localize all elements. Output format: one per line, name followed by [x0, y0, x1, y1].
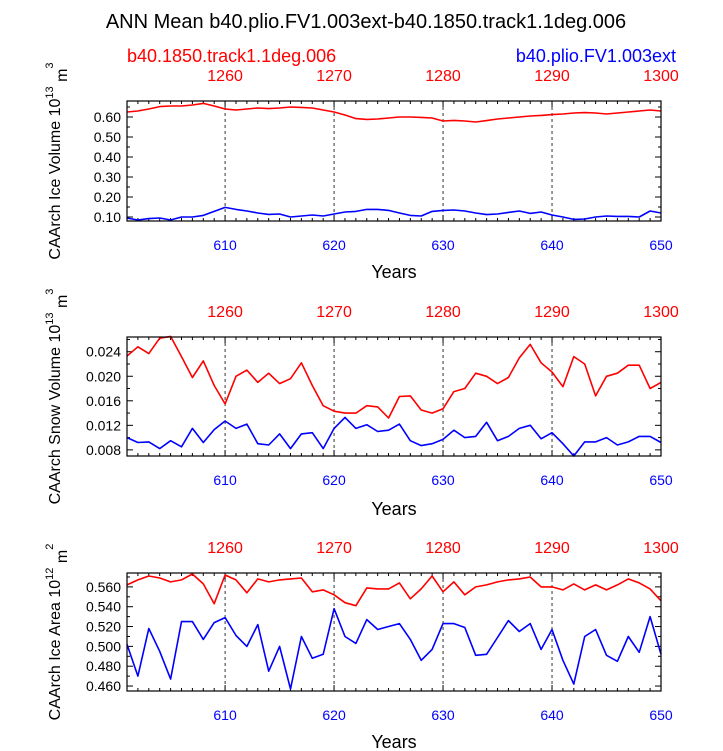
- y-tick-label: 0.520: [86, 619, 121, 635]
- y-tick-label: 0.40: [94, 149, 121, 165]
- main-title: ANN Mean b40.plio.FV1.003ext-b40.1850.tr…: [106, 11, 626, 33]
- x-tick-label-bottom: 610: [213, 472, 237, 488]
- series-line-blue: [126, 607, 662, 690]
- x-tick-label-bottom: 610: [213, 707, 237, 723]
- y-tick-label: 0.480: [86, 658, 121, 674]
- x-tick-label-top: 1280: [425, 540, 461, 557]
- plot-frame: [126, 336, 662, 457]
- x-tick-label-bottom: 640: [540, 472, 564, 488]
- y-tick-label: 0.60: [94, 109, 121, 125]
- x-tick-label-bottom: 630: [431, 237, 455, 253]
- y-tick-label: 0.016: [86, 393, 121, 409]
- x-tick-label-top: 1290: [534, 304, 570, 321]
- y-tick-label: 0.560: [86, 579, 121, 595]
- y-tick-label: 0.10: [94, 209, 121, 225]
- series-line-blue: [126, 416, 662, 457]
- x-tick-label-top: 1270: [316, 540, 352, 557]
- x-tick-label-top: 1270: [316, 304, 352, 321]
- y-tick-label: 0.540: [86, 599, 121, 615]
- x-tick-label-bottom: 630: [431, 707, 455, 723]
- y-tick-label: 0.30: [94, 169, 121, 185]
- y-axis-label: CAArch Ice Volume 1013 m3: [44, 62, 71, 259]
- plot-frame: [126, 100, 662, 222]
- x-tick-label-top: 1260: [207, 540, 243, 557]
- x-tick-label-top: 1290: [534, 68, 570, 85]
- x-axis-label: Years: [371, 262, 416, 282]
- x-tick-label-bottom: 650: [649, 707, 673, 723]
- x-tick-label-bottom: 650: [649, 237, 673, 253]
- y-axis-label: CAArch Ice Area 1012 m2: [44, 544, 71, 721]
- chart-panel-3: 0.460 0.480 0.500 0.520 0.540 0.560 610 620 630 6…: [44, 540, 679, 751]
- legend-right-label: b40.plio.FV1.003ext: [516, 46, 676, 66]
- x-tick-label-bottom: 620: [322, 472, 346, 488]
- series-line-red: [126, 102, 662, 123]
- x-tick-label-top: 1260: [207, 304, 243, 321]
- x-tick-label-bottom: 610: [213, 237, 237, 253]
- y-tick-label: 0.50: [94, 129, 121, 145]
- series-line-red: [126, 335, 662, 419]
- y-tick-label: 0.500: [86, 638, 121, 654]
- x-tick-label-bottom: 630: [431, 472, 455, 488]
- x-tick-label-top: 1300: [643, 68, 679, 85]
- series-line-blue: [126, 206, 662, 221]
- x-tick-label-top: 1280: [425, 304, 461, 321]
- x-tick-label-bottom: 650: [649, 472, 673, 488]
- x-axis-label: Years: [371, 732, 416, 751]
- chart-panel-2: 0.008 0.012 0.016 0.020 0.024 610 620 630 640 650…: [44, 289, 679, 519]
- y-tick-label: 0.20: [94, 189, 121, 205]
- x-tick-label-top: 1300: [643, 540, 679, 557]
- plot-frame: [126, 572, 662, 692]
- y-tick-label: 0.020: [86, 368, 121, 384]
- x-tick-label-top: 1280: [425, 68, 461, 85]
- x-tick-label-top: 1290: [534, 540, 570, 557]
- y-tick-label: 0.012: [86, 417, 121, 433]
- x-tick-label-bottom: 620: [322, 707, 346, 723]
- chart-panel-1: 0.10 0.20 0.30 0.40 0.50 0.60 610 620 630 640 650 1…: [44, 62, 679, 282]
- y-axis-label: CAArch Snow Volume 1013 m3: [44, 289, 71, 505]
- x-tick-label-bottom: 640: [540, 707, 564, 723]
- x-tick-label-top: 1300: [643, 304, 679, 321]
- x-axis-label: Years: [371, 499, 416, 519]
- y-tick-label: 0.008: [86, 442, 121, 458]
- x-tick-label-top: 1260: [207, 68, 243, 85]
- x-tick-label-top: 1270: [316, 68, 352, 85]
- y-tick-label: 0.460: [86, 678, 121, 694]
- chart-panels: 0.10 0.20 0.30 0.40 0.50 0.60 610 620 630 640 650 1…: [44, 62, 679, 751]
- series-line-red: [126, 573, 662, 607]
- x-tick-label-bottom: 640: [540, 237, 564, 253]
- legend-left-label: b40.1850.track1.1deg.006: [127, 46, 336, 66]
- y-tick-label: 0.024: [86, 344, 121, 360]
- x-tick-label-bottom: 620: [322, 237, 346, 253]
